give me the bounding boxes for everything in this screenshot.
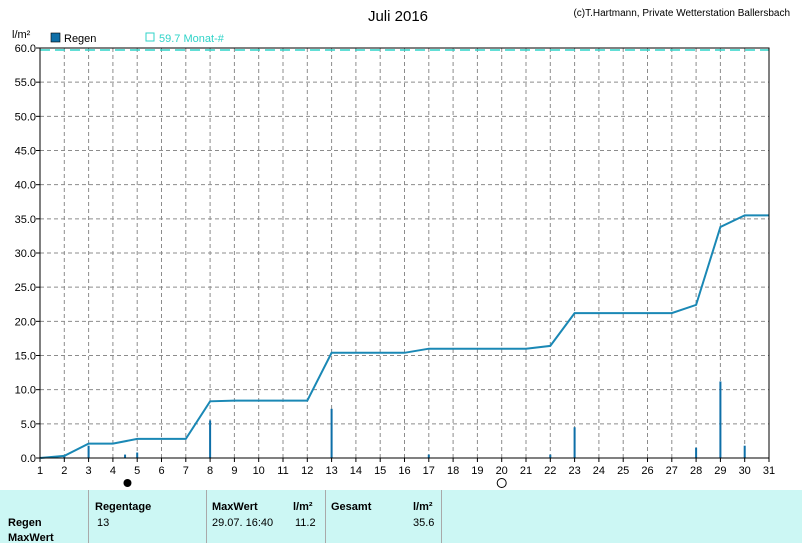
copyright-label: (c)T.Hartmann, Private Wetterstation Bal… xyxy=(573,8,790,19)
y-tick-label: 15.0 xyxy=(15,351,36,363)
x-tick-label: 13 xyxy=(325,465,337,477)
y-tick-label: 40.0 xyxy=(15,180,36,192)
x-tick-label: 5 xyxy=(134,465,140,477)
new-moon-icon xyxy=(496,478,507,488)
rain-bar xyxy=(549,454,552,458)
maxwert-value: 11.2 xyxy=(295,517,316,529)
x-tick-label: 25 xyxy=(617,465,629,477)
maxwert-unit: l/m² xyxy=(293,501,313,513)
y-tick-label: 60.0 xyxy=(15,43,36,55)
x-axis-ticks: 1 2 3 4 5 6 7 8 9 10 11 12 13 14 15 16 17 18 19 20 21 22 23 24 2… xyxy=(37,458,775,477)
x-tick-label: 10 xyxy=(253,465,265,477)
rain-bar xyxy=(573,427,576,458)
x-tick-label: 19 xyxy=(471,465,483,477)
stats-divider xyxy=(206,490,207,543)
x-tick-label: 9 xyxy=(231,465,237,477)
y-tick-label: 5.0 xyxy=(21,419,36,431)
gesamt-value: 35.6 xyxy=(413,517,435,529)
x-tick-label: 6 xyxy=(158,465,164,477)
legend: Regen 59.7 Monat-# xyxy=(50,32,225,45)
rain-bars xyxy=(63,381,746,458)
gesamt-unit: l/m² xyxy=(413,501,433,513)
stats-divider xyxy=(325,490,326,543)
x-tick-label: 22 xyxy=(544,465,556,477)
y-tick-label: 45.0 xyxy=(15,146,36,158)
y-tick-label: 35.0 xyxy=(15,214,36,226)
rain-bar xyxy=(427,454,430,458)
x-tick-label: 23 xyxy=(568,465,580,477)
stats-divider xyxy=(88,490,89,543)
legend-line-swatch xyxy=(145,32,155,42)
x-tick-label: 1 xyxy=(37,465,43,477)
x-tick-label: 12 xyxy=(301,465,313,477)
y-tick-label: 50.0 xyxy=(15,111,36,123)
maxwert-date: 29.07. 16:40 xyxy=(212,517,274,529)
rain-bar xyxy=(743,445,746,458)
x-tick-label: 26 xyxy=(641,465,653,477)
x-tick-label: 14 xyxy=(350,465,362,477)
y-tick-label: 55.0 xyxy=(15,77,36,89)
x-tick-label: 17 xyxy=(423,465,435,477)
legend-bar-swatch xyxy=(50,32,61,43)
x-tick-label: 3 xyxy=(86,465,92,477)
x-tick-label: 11 xyxy=(277,465,288,477)
legend-line-label: 59.7 Monat-# xyxy=(159,33,225,45)
rain-bar xyxy=(63,455,66,458)
regentage-value: 13 xyxy=(97,517,110,529)
y-tick-label: 30.0 xyxy=(15,248,36,260)
x-tick-label: 24 xyxy=(593,465,605,477)
legend-bar-label: Regen xyxy=(64,33,96,45)
stats-panel: Regen MaxWert Regentage 13 MaxWert l/m² … xyxy=(0,490,802,544)
x-tick-label: 29 xyxy=(714,465,726,477)
chart-title: Juli 2016 xyxy=(368,8,428,25)
rain-bar xyxy=(124,454,127,458)
x-tick-label: 15 xyxy=(374,465,386,477)
x-tick-label: 20 xyxy=(496,465,508,477)
x-tick-label: 31 xyxy=(763,465,775,477)
rain-bar xyxy=(87,445,90,458)
x-tick-label: 27 xyxy=(666,465,678,477)
cumulative-line xyxy=(39,214,769,459)
full-moon-icon xyxy=(123,479,132,487)
y-tick-label: 0.0 xyxy=(21,453,36,465)
y-axis-unit: l/m² xyxy=(12,29,31,41)
rain-bar xyxy=(209,420,212,458)
rain-chart: Juli 2016 (c)T.Hartmann, Private Wetters… xyxy=(12,8,790,488)
stats-row-label-maxwert: MaxWert xyxy=(8,532,54,544)
x-tick-label: 28 xyxy=(690,465,702,477)
y-tick-label: 25.0 xyxy=(15,282,36,294)
x-tick-label: 21 xyxy=(520,465,532,477)
x-tick-label: 16 xyxy=(398,465,410,477)
y-tick-label: 20.0 xyxy=(15,316,36,328)
rain-bar xyxy=(695,447,698,458)
regentage-header: Regentage xyxy=(95,501,152,513)
x-tick-label: 4 xyxy=(110,465,116,477)
grid xyxy=(40,48,769,458)
moon-markers xyxy=(123,478,507,488)
x-tick-label: 18 xyxy=(447,465,459,477)
stats-row-label-regen: Regen xyxy=(8,517,42,529)
cumulative-rain-line xyxy=(39,214,769,459)
gesamt-header: Gesamt xyxy=(331,501,372,513)
rain-bar xyxy=(719,381,722,458)
x-tick-label: 7 xyxy=(183,465,189,477)
stats-divider xyxy=(441,490,442,543)
x-tick-label: 30 xyxy=(739,465,751,477)
x-tick-label: 8 xyxy=(207,465,213,477)
rain-bar xyxy=(330,408,333,458)
y-tick-label: 10.0 xyxy=(15,385,36,397)
rain-bar xyxy=(136,452,139,458)
x-tick-label: 2 xyxy=(61,465,67,477)
plot-frame xyxy=(39,47,770,459)
y-axis-ticks: 0.0 5.0 10.0 15.0 20.0 25.0 30.0 35.0 40.0 45.0 50… xyxy=(15,43,40,465)
maxwert-header: MaxWert xyxy=(212,501,258,513)
